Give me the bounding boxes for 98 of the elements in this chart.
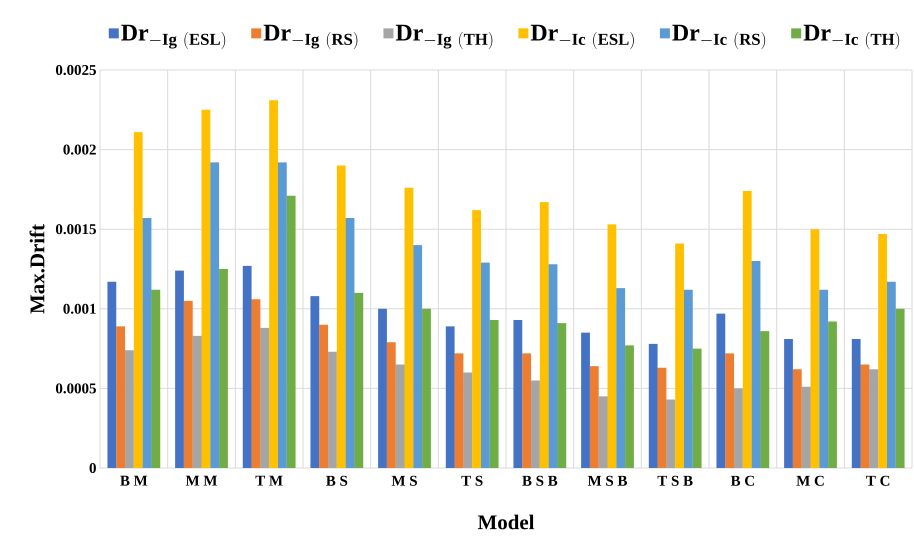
- x-tick-label: T M: [256, 476, 283, 486]
- x-tick-label: T S: [461, 476, 483, 486]
- x-axis-title: Model: [478, 514, 534, 530]
- bar: [454, 353, 464, 468]
- bar: [125, 350, 134, 468]
- x-tick-label: B S B: [522, 476, 558, 486]
- bar: [472, 210, 481, 468]
- legend-label: $\mathbf{Dr}_{\mathbf{-Ig\ (TH)}}$: [396, 24, 492, 50]
- bar: [480, 262, 490, 468]
- y-tick-label: 0.0015: [56, 224, 96, 234]
- legend-label: $\mathbf{Dr}_{\mathbf{-Ig\ (RS)}}$: [264, 24, 358, 50]
- legend-label: $\mathbf{Dr}_{\mathbf{-Ic\ (TH)}}$: [804, 24, 900, 50]
- bar: [616, 288, 626, 468]
- bar: [413, 245, 422, 468]
- bar: [202, 110, 210, 468]
- bar: [852, 339, 861, 468]
- bar: [896, 308, 905, 468]
- x-tick-label: M S B: [588, 476, 627, 486]
- bar: [675, 244, 684, 468]
- bar: [725, 353, 734, 468]
- bar: [490, 320, 499, 468]
- x-tick-label: B C: [730, 476, 754, 486]
- bar: [684, 290, 693, 468]
- bar: [404, 188, 414, 468]
- bar: [666, 400, 676, 468]
- bar: [386, 342, 396, 468]
- legend-label: $\mathbf{Dr}_{\mathbf{-Ic\ (ESL)}}$: [530, 24, 634, 50]
- bar: [742, 190, 752, 468]
- bar: [810, 229, 820, 468]
- x-tick-label: M C: [796, 476, 824, 486]
- bar: [598, 396, 608, 468]
- bar: [242, 266, 252, 468]
- y-tick-label: 0: [90, 462, 96, 474]
- bar: [557, 323, 566, 468]
- bar: [625, 345, 634, 468]
- bar: [692, 348, 702, 468]
- x-tick-label: B M: [120, 476, 148, 486]
- bar: [310, 296, 320, 468]
- bar: [286, 196, 296, 468]
- bar: [184, 300, 193, 468]
- bar: [540, 202, 549, 468]
- bar: [752, 261, 760, 468]
- bar: [142, 218, 152, 468]
- bar: [116, 326, 126, 468]
- bar: [336, 166, 346, 468]
- bar: [446, 326, 455, 468]
- bar: [828, 322, 837, 468]
- bar: [107, 282, 116, 468]
- bar: [354, 292, 364, 468]
- bar: [134, 132, 143, 468]
- x-tick-label: M S: [392, 476, 417, 486]
- y-tick-label: 0.0025: [56, 64, 96, 76]
- y-tick-label: 0.001: [63, 304, 96, 314]
- bar: [792, 369, 802, 468]
- bar: [734, 388, 743, 468]
- y-axis-title: Max.Drift: [30, 224, 45, 314]
- bar: [869, 369, 878, 468]
- legend-label: $\mathbf{Dr}_{\mathbf{-Ig\ (ESL)}}$: [121, 24, 226, 50]
- bar: [378, 308, 387, 468]
- bar: [422, 308, 431, 468]
- legend-label: $\mathbf{Dr}_{\mathbf{-Ic\ (RS)}}$: [672, 24, 766, 50]
- bar: [802, 386, 811, 468]
- bar: [328, 352, 337, 468]
- bar: [219, 269, 228, 468]
- y-tick-label: 0.0005: [56, 383, 96, 394]
- bar: [860, 364, 870, 468]
- bar: [760, 331, 770, 468]
- bar: [608, 224, 616, 468]
- bar: [396, 364, 405, 468]
- bar: [252, 299, 260, 468]
- bar: [175, 270, 184, 468]
- bar: [346, 218, 354, 468]
- bar: [581, 332, 590, 468]
- x-tick-label: T C: [866, 476, 890, 486]
- bar: [260, 328, 270, 468]
- bar: [151, 290, 160, 468]
- bar: [269, 100, 278, 468]
- bar: [210, 162, 220, 468]
- bar: [784, 339, 793, 468]
- x-tick-label: M M: [186, 476, 218, 486]
- bar: [513, 320, 522, 468]
- bar: [278, 162, 287, 468]
- bar: [522, 353, 532, 468]
- bar: [819, 290, 828, 468]
- bar: [716, 314, 726, 468]
- bar: [590, 366, 599, 468]
- bar: [658, 368, 666, 468]
- y-tick-label: 0.002: [63, 144, 96, 155]
- bar: [531, 380, 540, 468]
- bar: [878, 234, 887, 468]
- bar: [319, 324, 328, 468]
- bar: [886, 282, 896, 468]
- bar: [463, 372, 472, 468]
- x-tick-label: B S: [326, 476, 348, 486]
- bar: [648, 344, 658, 468]
- x-tick-label: T S B: [658, 476, 693, 486]
- bar: [548, 264, 558, 468]
- bar: [192, 336, 202, 468]
